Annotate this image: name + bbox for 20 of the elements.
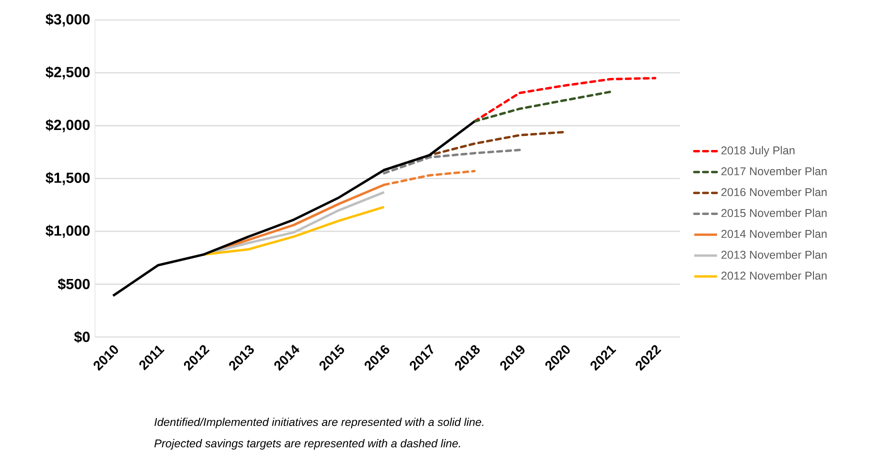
legend-label: 2014 November Plan bbox=[721, 230, 827, 238]
line-series bbox=[202, 206, 386, 256]
y-tick-label: $0 bbox=[74, 331, 90, 343]
legend-label: 2016 November Plan bbox=[721, 188, 827, 196]
legend-label: 2013 November Plan bbox=[721, 250, 827, 259]
legend-label: 2012 November Plan bbox=[721, 271, 827, 280]
line-series bbox=[473, 76, 656, 123]
y-tick-label: $1,000 bbox=[46, 224, 90, 238]
line-series bbox=[382, 148, 521, 174]
y-tick-label: $3,000 bbox=[46, 13, 90, 27]
y-tick-label: $500 bbox=[58, 278, 90, 290]
line-series bbox=[112, 120, 476, 297]
legend-label: 2017 November Plan bbox=[721, 166, 827, 176]
legend-label: 2015 November Plan bbox=[721, 208, 827, 218]
y-tick-label: $1,500 bbox=[46, 172, 90, 186]
y-tick-label: $2,000 bbox=[46, 119, 90, 132]
y-tick-label: $2,500 bbox=[46, 66, 90, 80]
text: Projected savings targets are represented with a dashed line. bbox=[154, 439, 460, 450]
legend-label: 2018 July Plan bbox=[721, 146, 794, 157]
text: Identified/Implemented initiatives are represented with a solid line. bbox=[154, 418, 484, 428]
